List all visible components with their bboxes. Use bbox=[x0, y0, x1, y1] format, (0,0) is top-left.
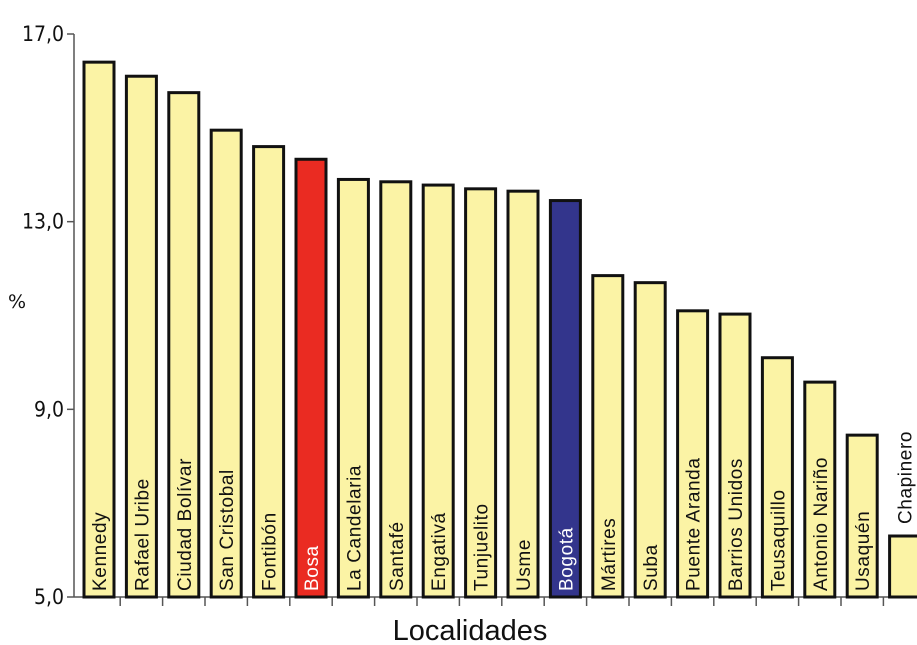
bar bbox=[760, 356, 794, 599]
y-ticks: 5,0 9,0 13,0 17,0 bbox=[22, 22, 74, 609]
bar bbox=[124, 74, 158, 599]
bar bbox=[676, 309, 710, 599]
bar-category-label: San Cristobal bbox=[217, 469, 238, 591]
bar bbox=[718, 312, 752, 599]
y-tick-label: 5,0 bbox=[34, 585, 64, 609]
bar bbox=[464, 187, 498, 599]
bar-category-label: Fontibón bbox=[260, 512, 281, 591]
bar bbox=[506, 189, 540, 599]
bar-category-label: Bogotá bbox=[556, 527, 577, 591]
bar-category-label: Tunjuelito bbox=[472, 503, 493, 591]
bar-category-label: Bosa bbox=[302, 545, 323, 591]
bar bbox=[888, 534, 917, 599]
bar-category-label: Engativá bbox=[429, 512, 450, 591]
bar-category-label: Usaquén bbox=[853, 511, 874, 591]
x-axis-label: Localidades bbox=[393, 615, 548, 645]
y-tick-label: 9,0 bbox=[34, 397, 64, 421]
bar bbox=[421, 183, 455, 599]
bar-category-label: Chapinero bbox=[896, 431, 917, 524]
bars: Kennedy Rafael Uribe Ciudad Bolívar San Cri… bbox=[82, 60, 917, 599]
bar bbox=[294, 157, 328, 599]
bar-category-label: Puente Aranda bbox=[684, 457, 705, 591]
bar-category-label: Usme bbox=[514, 539, 535, 591]
bar-category-label: Ciudad Bolívar bbox=[175, 458, 196, 591]
bar bbox=[82, 60, 116, 599]
bar-category-label: Kennedy bbox=[90, 512, 111, 591]
bar-category-label: Teusaquillo bbox=[768, 489, 789, 591]
bar-category-label: Santafé bbox=[387, 521, 408, 591]
bar bbox=[633, 281, 667, 599]
bar bbox=[379, 180, 413, 599]
bar-category-label: La Candelaria bbox=[344, 465, 365, 591]
bar-category-label: Barrios Unidos bbox=[726, 458, 747, 591]
bar-category-label: Mártires bbox=[599, 518, 620, 591]
bar bbox=[252, 145, 286, 599]
bar-category-label: Antonio Nariño bbox=[811, 457, 832, 591]
y-tick-label: 17,0 bbox=[22, 22, 64, 46]
bar bbox=[845, 433, 879, 599]
y-axis-label: % bbox=[8, 291, 26, 313]
bar bbox=[167, 91, 201, 599]
bar bbox=[591, 274, 625, 599]
bar-category-label: Rafael Uribe bbox=[132, 478, 153, 591]
bar bbox=[803, 380, 837, 599]
y-tick-label: 13,0 bbox=[22, 210, 64, 234]
bar bbox=[209, 128, 243, 599]
bar-category-label: Suba bbox=[641, 544, 662, 591]
bar bbox=[336, 177, 370, 599]
bar bbox=[548, 199, 582, 599]
x-ticks bbox=[119, 597, 885, 606]
